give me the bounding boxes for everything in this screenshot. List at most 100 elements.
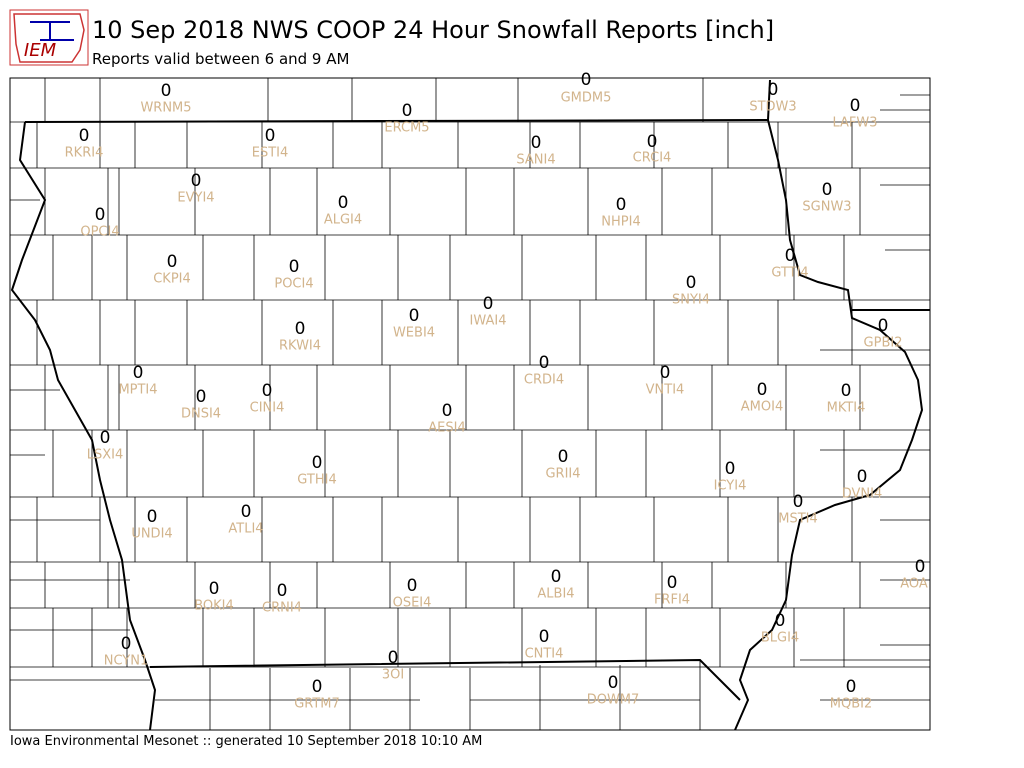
station-id: ALGI4 [324,213,362,228]
snowfall-value: 0 [483,294,494,314]
snowfall-value: 0 [100,428,111,448]
station-id: MQBI2 [830,697,872,712]
snowfall-value: 0 [407,576,418,596]
snowfall-value: 0 [147,507,158,527]
iem-logo: IEM [9,9,89,66]
snowfall-value: 0 [133,363,144,383]
snowfall-value: 0 [289,257,300,277]
station-id: UNDI4 [131,527,172,542]
station-id: CRCI4 [633,151,672,166]
state-border [24,79,924,730]
snowfall-value: 0 [581,70,592,90]
station-id: CINI4 [250,401,285,416]
station-id: NHPI4 [601,215,640,230]
station-id: LSXI4 [87,448,124,463]
station-id: MKTI4 [827,401,866,416]
station-id: CRNI4 [262,601,302,616]
snowfall-value: 0 [531,133,542,153]
snowfall-value: 0 [841,381,852,401]
snowfall-value: 0 [616,195,627,215]
snowfall-value: 0 [277,581,288,601]
snowfall-value: 0 [775,611,786,631]
snowfall-value: 0 [757,380,768,400]
station-id: ALBI4 [537,587,574,602]
snowfall-value: 0 [647,132,658,152]
snowfall-value: 0 [785,246,796,266]
snowfall-value: 0 [539,353,550,373]
map-frame [9,77,931,731]
station-id: FRFI4 [654,593,690,608]
station-id: DOWM7 [587,693,640,708]
station-id: GTTI4 [771,266,808,281]
station-id: GRII4 [545,467,580,482]
station-id: AOA [900,577,928,592]
svg-text:IEM: IEM [24,40,57,61]
snowfall-value: 0 [402,101,413,121]
station-id: WRNM5 [140,101,191,116]
snowfall-value: 0 [338,193,349,213]
station-id: ERCM5 [384,121,429,136]
station-id: ESTI4 [252,146,289,161]
title: 10 Sep 2018 NWS COOP 24 Hour Snowfall Re… [92,16,774,44]
snowfall-value: 0 [191,171,202,191]
station-id: GTHI4 [297,473,336,488]
station-id: MPTI4 [118,383,157,398]
station-id: NCYN1 [104,654,149,669]
station-id: BOKI4 [194,599,234,614]
snowfall-value: 0 [95,205,106,225]
snowfall-value: 0 [660,363,671,383]
snowfall-value: 0 [725,459,736,479]
snowfall-value: 0 [915,557,926,577]
station-id: AMOI4 [741,400,783,415]
snowfall-value: 0 [539,627,550,647]
snowfall-value: 0 [388,648,399,668]
snowfall-value: 0 [167,252,178,272]
station-id: AESI4 [428,421,465,436]
snowfall-value: 0 [265,126,276,146]
station-id: DNSI4 [181,407,221,422]
snowfall-value: 0 [409,306,420,326]
station-id: ICYI4 [714,479,747,494]
snowfall-value: 0 [793,492,804,512]
station-id: MSTI4 [778,512,818,527]
snowfall-value: 0 [312,677,323,697]
station-id: GRTM7 [294,697,340,712]
station-id: VNTI4 [646,383,685,398]
snowfall-value: 0 [551,567,562,587]
station-id: GMDM5 [561,91,612,106]
station-id: DVNI4 [842,487,883,502]
snowfall-value: 0 [850,96,861,116]
map-lines [10,78,930,730]
subtitle: Reports valid between 6 and 9 AM [92,50,349,68]
station-id: EVYI4 [177,191,214,206]
station-id: RKWI4 [279,339,321,354]
snowfall-value: 0 [768,80,779,100]
station-id: STDW3 [749,100,796,115]
snowfall-value: 0 [822,180,833,200]
station-id: ATLI4 [228,522,263,537]
snowfall-value: 0 [442,401,453,421]
snowfall-value: 0 [312,453,323,473]
snowfall-value: 0 [295,319,306,339]
snowfall-value: 0 [558,447,569,467]
station-id: CKPI4 [153,272,191,287]
snowfall-value: 0 [846,677,857,697]
snowfall-value: 0 [196,387,207,407]
footer: Iowa Environmental Mesonet :: generated … [10,734,482,749]
snowfall-value: 0 [262,381,273,401]
station-id: GPBI2 [864,336,903,351]
station-id: CNTI4 [525,647,564,662]
station-id: WEBI4 [393,326,435,341]
station-id: 3OI [382,668,404,683]
station-id: IWAI4 [470,314,507,329]
snowfall-value: 0 [161,81,172,101]
state-border [149,658,741,701]
station-id: POCI4 [274,277,313,292]
station-id: LAFW3 [832,116,877,131]
state-border [10,121,157,730]
station-id: OPCI4 [80,225,119,240]
snowfall-value: 0 [209,579,220,599]
